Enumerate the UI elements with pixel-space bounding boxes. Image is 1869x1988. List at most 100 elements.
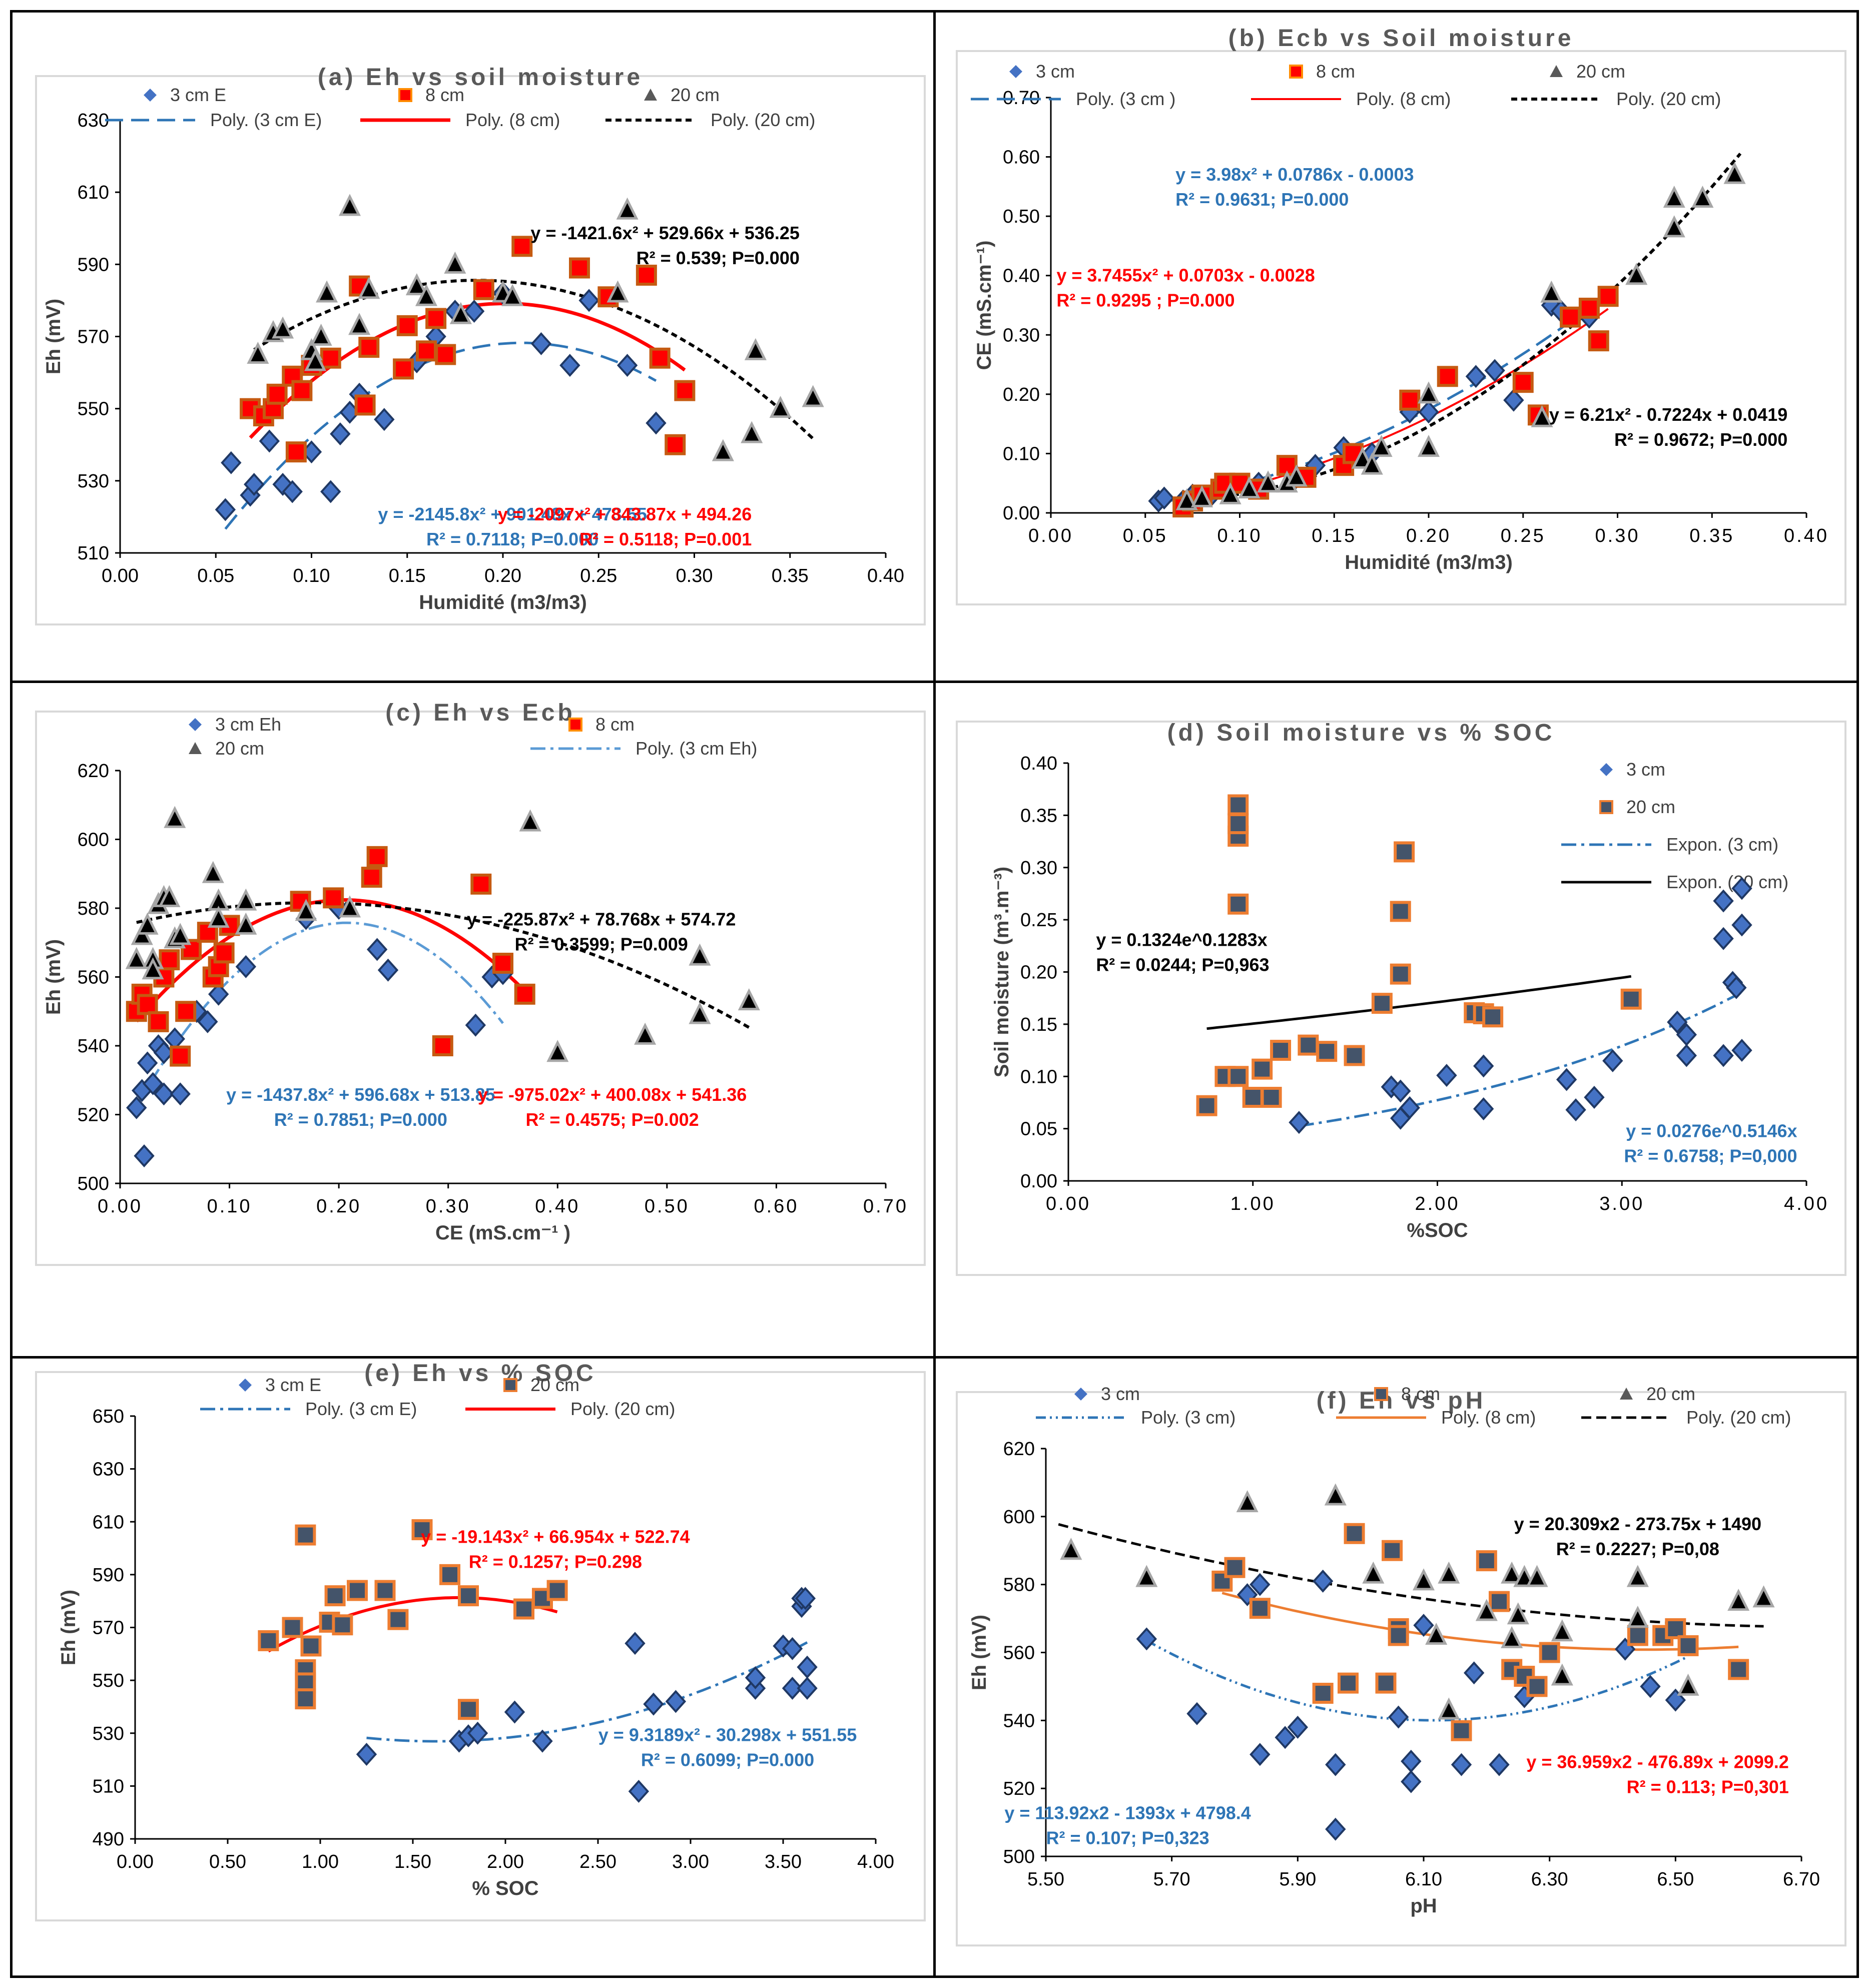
series-2 — [1196, 794, 1642, 1116]
x-tick-label: 0.25 — [580, 565, 617, 586]
y-tick-label: 520 — [78, 1105, 109, 1126]
data-point — [1227, 813, 1249, 835]
data-point — [215, 498, 236, 521]
chart-legend: 3 cm 20 cm Expon. (3 cm) Expon. (20 cm) — [1561, 759, 1788, 892]
data-point — [361, 867, 382, 888]
fit-line-1 — [135, 921, 504, 1107]
legend-marker — [1289, 65, 1303, 79]
data-point — [1238, 476, 1261, 499]
data-point — [324, 1585, 346, 1607]
data-point — [1312, 1569, 1334, 1593]
data-point — [1663, 215, 1685, 238]
legend-square-icon — [1374, 1387, 1388, 1401]
y-tick-label: 0.00 — [1020, 1171, 1057, 1192]
y-tick-label: 550 — [78, 399, 109, 420]
x-tick-label: 0.30 — [1595, 525, 1640, 546]
data-point — [1250, 1743, 1271, 1766]
x-tick-label: 0.10 — [1217, 525, 1263, 546]
data-point — [377, 958, 399, 982]
chart-e-eh-vs-soc: 490 510 530 550 570 590 610 630 650 0.00 0.50 1.00 1… — [35, 1360, 926, 1921]
x-tick-label: 6.50 — [1657, 1869, 1694, 1890]
data-point — [1626, 1565, 1649, 1587]
equation-label: y = 36.959x2 - 476.89x + 2099.2 — [1526, 1751, 1788, 1772]
fit-line-1 — [1299, 991, 1743, 1127]
series-2 — [240, 236, 696, 463]
data-point — [435, 344, 456, 365]
x-tick-label: 2.50 — [579, 1851, 616, 1872]
equation-label: y = 113.92x2 - 1393x + 4798.4 — [1004, 1802, 1251, 1823]
y-tick-label: 530 — [78, 471, 109, 492]
x-tick-label: 3.50 — [765, 1851, 802, 1872]
data-point — [616, 197, 639, 220]
data-point — [578, 289, 599, 312]
data-point — [449, 302, 472, 324]
data-point — [738, 988, 760, 1011]
x-axis-label: %SOC — [1407, 1219, 1468, 1241]
data-point — [1507, 1602, 1529, 1625]
data-point — [247, 341, 269, 364]
equation-label: R² = 0.9631; P=0.000 — [1175, 189, 1349, 210]
series-3 — [125, 806, 760, 1062]
x-axis-label: % SOC — [472, 1877, 538, 1899]
data-point — [795, 1587, 816, 1610]
data-point — [625, 1632, 646, 1655]
data-point — [291, 380, 313, 401]
data-point — [797, 1676, 818, 1700]
chart-title: (b) Ecb vs Soil moisture — [1228, 25, 1574, 52]
y-tick-label: 590 — [78, 254, 109, 275]
legend-label: 3 cm — [1626, 759, 1665, 780]
data-point — [202, 861, 224, 883]
fit-line-3 — [253, 279, 814, 440]
y-tick-label: 0.40 — [1003, 266, 1040, 287]
data-point — [272, 316, 294, 339]
data-point — [348, 313, 371, 335]
data-point — [649, 347, 671, 369]
data-point — [444, 251, 466, 274]
data-point — [170, 1082, 191, 1106]
legend-label: Poly. (8 cm) — [465, 110, 560, 130]
y-tick-label: 650 — [93, 1406, 124, 1427]
data-point — [1344, 1523, 1365, 1544]
x-tick-label: 6.10 — [1405, 1869, 1442, 1890]
data-point — [1287, 1715, 1309, 1739]
data-point — [1186, 1702, 1207, 1725]
equation-label: R² = 0.9672; P=0.000 — [1614, 429, 1787, 450]
x-tick-label: 0.35 — [1689, 525, 1734, 546]
data-point — [366, 846, 388, 867]
legend-square-icon — [1599, 800, 1613, 814]
y-tick-label: 580 — [1003, 1575, 1035, 1596]
data-point — [1667, 1010, 1688, 1034]
data-point — [153, 1082, 175, 1106]
series-2 — [1211, 1523, 1749, 1741]
data-point — [1261, 1087, 1282, 1108]
legend-label: Expon. (20 cm) — [1666, 872, 1788, 892]
legend-label: Poly. (8 cm) — [1441, 1407, 1536, 1428]
legend-marker — [144, 89, 157, 102]
legend-label: 3 cm Eh — [215, 714, 281, 735]
x-tick-label: 0.30 — [676, 565, 713, 586]
y-tick-label: 600 — [1003, 1507, 1035, 1528]
data-point — [616, 354, 638, 377]
legend-label: 8 cm — [425, 85, 464, 105]
legend-diamond-icon — [189, 718, 202, 731]
legend-label: 3 cm E — [265, 1375, 321, 1395]
data-point — [1270, 1040, 1292, 1061]
x-tick-label: 6.30 — [1531, 1869, 1568, 1890]
data-point — [1731, 877, 1752, 900]
y-tick-label: 500 — [1003, 1846, 1035, 1867]
data-point — [1663, 185, 1685, 208]
legend-marker — [239, 1379, 252, 1392]
data-point — [1691, 185, 1714, 208]
data-point — [300, 1635, 322, 1657]
equation-label: R² = 0.6758; P=0,000 — [1624, 1145, 1797, 1166]
data-point — [1640, 1675, 1661, 1698]
data-point — [1451, 1753, 1472, 1776]
chart-title: (f) Eh vs pH — [1317, 1388, 1486, 1414]
data-point — [131, 923, 153, 945]
data-point — [1219, 482, 1241, 504]
legend-label: Poly. (3 cm E) — [305, 1399, 417, 1419]
y-tick-label: 550 — [93, 1670, 124, 1691]
data-point — [1153, 486, 1175, 510]
data-point — [1565, 1098, 1586, 1122]
data-point — [458, 1699, 479, 1720]
